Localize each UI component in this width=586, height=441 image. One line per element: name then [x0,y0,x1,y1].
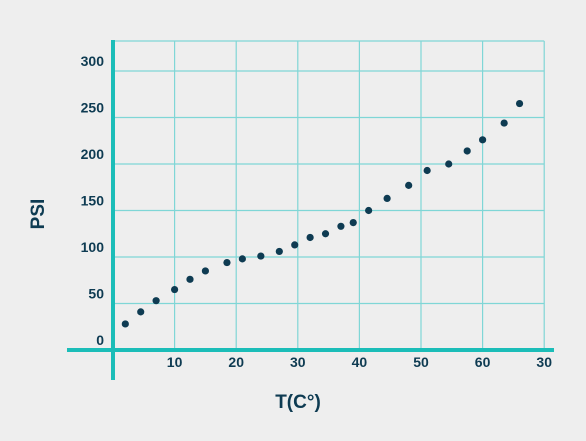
data-points [121,99,524,328]
data-point [515,99,524,108]
data-point [463,147,471,155]
y-tick-label: 50 [88,286,104,302]
data-point [201,267,209,275]
y-axis-title: PSI [28,199,49,230]
data-point [275,247,283,256]
data-point [186,275,194,283]
data-point [479,136,487,144]
y-tick-label: 150 [81,193,105,209]
data-point [238,255,246,263]
data-point [500,119,508,127]
data-point [337,222,345,230]
data-point [321,230,330,238]
axes [67,40,554,380]
y-tick-label: 100 [81,239,105,255]
data-point [257,252,265,260]
data-point [383,194,391,203]
x-axis-title: T(C°) [275,392,321,413]
data-point [223,258,231,267]
x-tick-label: 60 [475,354,491,370]
x-tick-label: 40 [352,354,368,370]
y-tick-labels: 0 50 100 150 200 250 300 [81,53,105,348]
x-tick-labels: 10 20 30 40 50 60 30 [167,354,552,370]
x-tick-label: 30 [290,354,306,370]
x-tick-label: 10 [167,354,183,370]
data-point [445,160,453,168]
y-tick-label: 200 [81,146,105,162]
data-point [405,181,413,189]
data-point [121,320,129,328]
data-point [423,166,431,175]
data-point [365,206,373,215]
grid-lines [113,40,545,350]
data-point [137,308,145,316]
y-tick-label: 300 [81,53,105,69]
data-point [171,285,179,294]
data-point [291,241,299,249]
y-tick-label: 0 [96,332,104,348]
x-tick-label: 30 [536,354,552,370]
data-point [306,233,314,242]
y-tick-label: 250 [81,100,105,116]
data-point [152,297,160,305]
data-point [349,218,357,227]
x-tick-label: 50 [413,354,429,370]
x-tick-label: 20 [228,354,244,370]
